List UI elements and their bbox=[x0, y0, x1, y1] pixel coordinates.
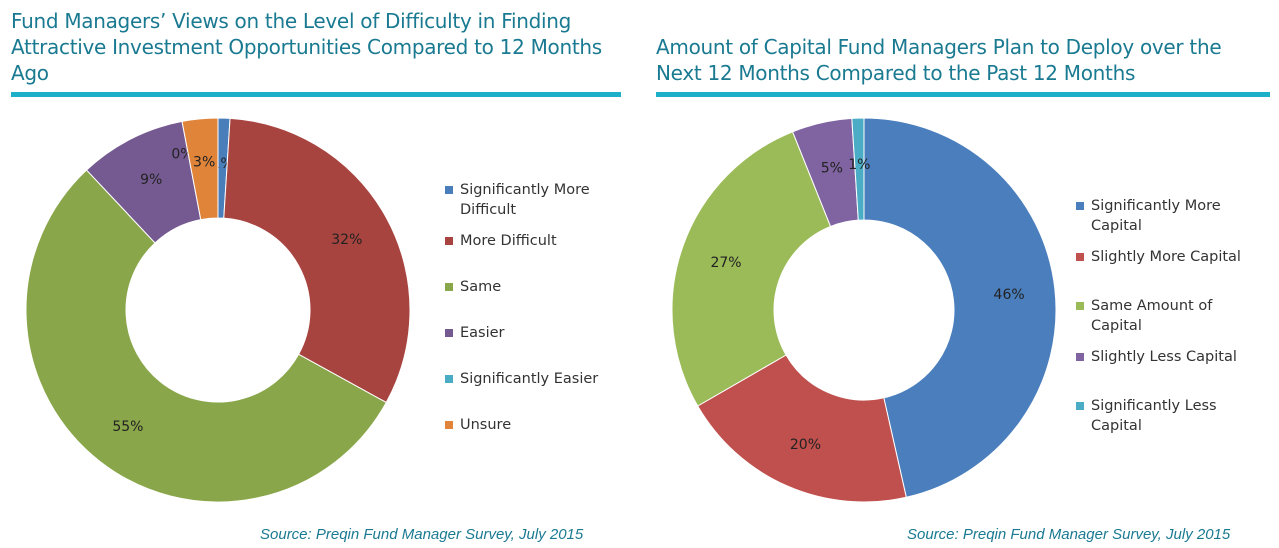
legend-label: Significantly Easier bbox=[460, 371, 599, 387]
donut-slice bbox=[851, 117, 865, 221]
right-chart-title: Amount of Capital Fund Managers Plan to … bbox=[656, 35, 1222, 85]
data-label: 32% bbox=[331, 232, 362, 248]
legend-swatch bbox=[1076, 353, 1084, 361]
right-legend: Significantly More Capital Slightly More … bbox=[1076, 196, 1246, 447]
legend-label: Easier bbox=[460, 325, 505, 341]
left-source: Source: Preqin Fund Manager Survey, July… bbox=[260, 526, 584, 543]
data-label: 3% bbox=[193, 155, 215, 171]
data-label: 46% bbox=[994, 287, 1025, 303]
legend-label: Same Amount of Capital bbox=[1091, 298, 1213, 334]
data-label: 55% bbox=[112, 419, 143, 435]
right-title-rule bbox=[656, 92, 1270, 97]
left-chart-title: Fund Managers’ Views on the Level of Dif… bbox=[11, 9, 602, 85]
left-title-rule bbox=[11, 92, 621, 97]
data-label: 5% bbox=[821, 161, 843, 177]
legend-swatch bbox=[1076, 202, 1084, 210]
legend-swatch bbox=[445, 237, 453, 245]
legend-swatch bbox=[445, 186, 453, 194]
legend-swatch bbox=[1076, 253, 1084, 261]
legend-item: Easier bbox=[445, 323, 620, 343]
left-legend: Significantly More Difficult More Difficu… bbox=[445, 180, 620, 461]
legend-item: Significantly Less Capital bbox=[1076, 396, 1246, 436]
legend-item: More Difficult bbox=[445, 231, 620, 251]
data-label: 9% bbox=[140, 172, 162, 188]
legend-label: Unsure bbox=[460, 417, 512, 433]
donut-slice bbox=[697, 354, 907, 503]
legend-label: Significantly More Difficult bbox=[460, 182, 590, 218]
legend-swatch bbox=[1076, 302, 1084, 310]
legend-swatch bbox=[1076, 402, 1084, 410]
legend-item: Same bbox=[445, 277, 620, 297]
legend-label: Slightly More Capital bbox=[1091, 249, 1241, 265]
donut-slice bbox=[223, 117, 411, 404]
donut-slice bbox=[671, 131, 832, 407]
legend-item: Slightly More Capital bbox=[1076, 247, 1246, 267]
data-label: 27% bbox=[710, 255, 741, 271]
legend-label: Significantly Less Capital bbox=[1091, 398, 1217, 434]
legend-swatch bbox=[445, 375, 453, 383]
legend-label: Significantly More Capital bbox=[1091, 198, 1221, 234]
right-source: Source: Preqin Fund Manager Survey, July… bbox=[907, 526, 1231, 543]
donut-slice bbox=[863, 117, 1057, 498]
legend-label: Same bbox=[460, 279, 502, 295]
legend-label: Slightly Less Capital bbox=[1091, 349, 1237, 365]
data-label: 20% bbox=[790, 437, 821, 453]
legend-item: Significantly Easier bbox=[445, 369, 620, 389]
legend-item: Slightly Less Capital bbox=[1076, 347, 1246, 367]
donut-slice bbox=[25, 169, 387, 503]
data-label: 1% bbox=[848, 157, 870, 173]
legend-label: More Difficult bbox=[460, 233, 557, 249]
legend-item: Significantly More Capital bbox=[1076, 196, 1246, 236]
legend-item: Significantly More Difficult bbox=[445, 180, 620, 220]
legend-swatch bbox=[445, 283, 453, 291]
legend-swatch bbox=[445, 421, 453, 429]
donut-slice bbox=[181, 117, 219, 221]
legend-item: Same Amount of Capital bbox=[1076, 296, 1246, 336]
legend-item: Unsure bbox=[445, 415, 620, 435]
legend-swatch bbox=[445, 329, 453, 337]
